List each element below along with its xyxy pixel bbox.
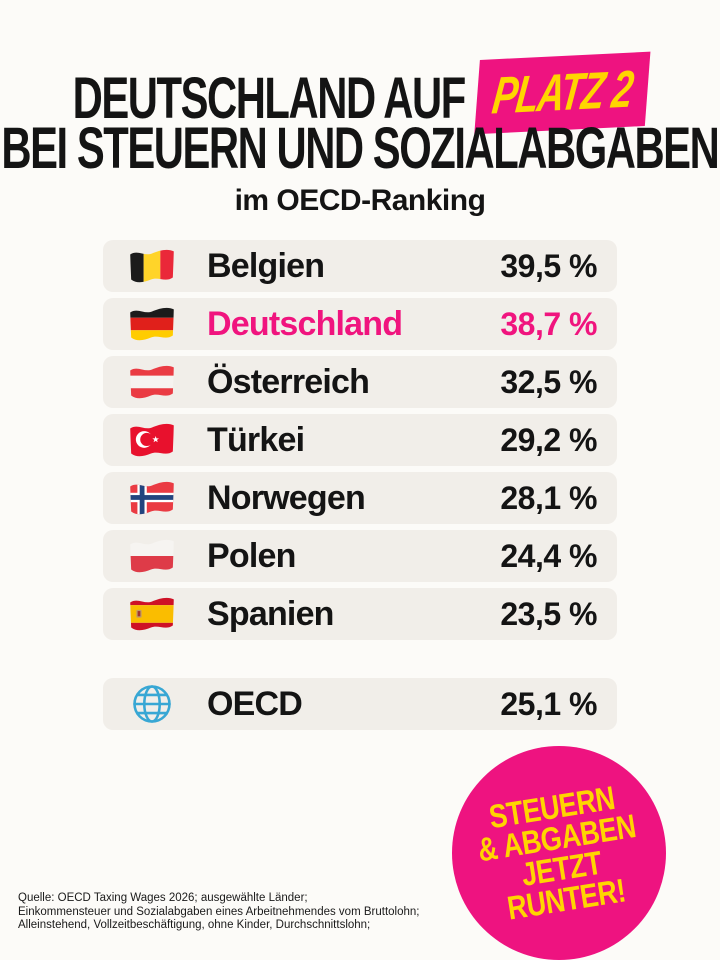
- country-label: Belgien: [207, 246, 325, 285]
- country-label: Polen: [207, 536, 296, 575]
- country-label: Deutschland: [207, 304, 403, 343]
- table-row-tuerkei: Türkei 29,2 %: [103, 414, 617, 466]
- country-value: 39,5 %: [500, 247, 597, 284]
- country-value: 24,4 %: [500, 537, 597, 574]
- sticker-text: STEUERN & ABGABEN JETZT RUNTER!: [471, 779, 648, 927]
- header: DEUTSCHLAND AUF PLATZ 2 BEI STEUERN UND …: [0, 0, 720, 218]
- title-line-1: DEUTSCHLAND AUF PLATZ 2: [0, 51, 720, 135]
- norway-flag-icon: [130, 481, 174, 515]
- table-row-oesterreich: Österreich 32,5 %: [103, 356, 617, 408]
- country-value: 38,7 %: [500, 305, 597, 342]
- country-label: Österreich: [207, 362, 370, 401]
- title-text-prefix: DEUTSCHLAND AUF: [72, 66, 467, 131]
- country-value: 32,5 %: [500, 363, 597, 400]
- table-row-oecd: OECD 25,1 %: [103, 678, 617, 730]
- oecd-value: 25,1 %: [500, 685, 597, 722]
- austria-flag-icon: [130, 365, 174, 399]
- turkey-flag-icon: [130, 423, 174, 457]
- country-label: Türkei: [207, 420, 305, 459]
- subtitle: im OECD-Ranking: [234, 184, 486, 217]
- globe-icon: [133, 685, 171, 723]
- belgium-flag-icon: [130, 249, 174, 283]
- platz-2-badge-label: PLATZ 2: [489, 60, 636, 126]
- germany-flag-icon: [130, 307, 174, 341]
- country-value: 29,2 %: [500, 421, 597, 458]
- country-value: 28,1 %: [500, 479, 597, 516]
- ranking-list: Belgien 39,5 % Deutschland 38,7 %: [103, 240, 617, 736]
- spain-flag-icon: [130, 597, 174, 631]
- source-line: Quelle: OECD Taxing Wages 2026; ausgewäh…: [18, 892, 308, 904]
- table-row-spanien: Spanien 23,5 %: [103, 588, 617, 640]
- source-note: Quelle: OECD Taxing Wages 2026; ausgewäh…: [18, 892, 419, 933]
- table-row-polen: Polen 24,4 %: [103, 530, 617, 582]
- title-line-2: BEI STEUERN UND SOZIALABGABEN: [0, 120, 720, 178]
- table-row-deutschland: Deutschland 38,7 %: [103, 298, 617, 350]
- oecd-label: OECD: [207, 684, 303, 723]
- country-label: Spanien: [207, 594, 334, 633]
- country-value: 23,5 %: [500, 595, 597, 632]
- source-line: Einkommensteuer und Sozialabgaben eines …: [18, 905, 420, 918]
- table-row-norwegen: Norwegen 28,1 %: [103, 472, 617, 524]
- country-label: Norwegen: [207, 478, 366, 517]
- poland-flag-icon: [130, 539, 174, 573]
- table-row-belgien: Belgien 39,5 %: [103, 240, 617, 292]
- source-line: Alleinstehend, Vollzeitbeschäftigung, oh…: [18, 919, 371, 931]
- campaign-sticker: STEUERN & ABGABEN JETZT RUNTER!: [452, 746, 666, 960]
- title-text-line2: BEI STEUERN UND SOZIALABGABEN: [1, 116, 720, 181]
